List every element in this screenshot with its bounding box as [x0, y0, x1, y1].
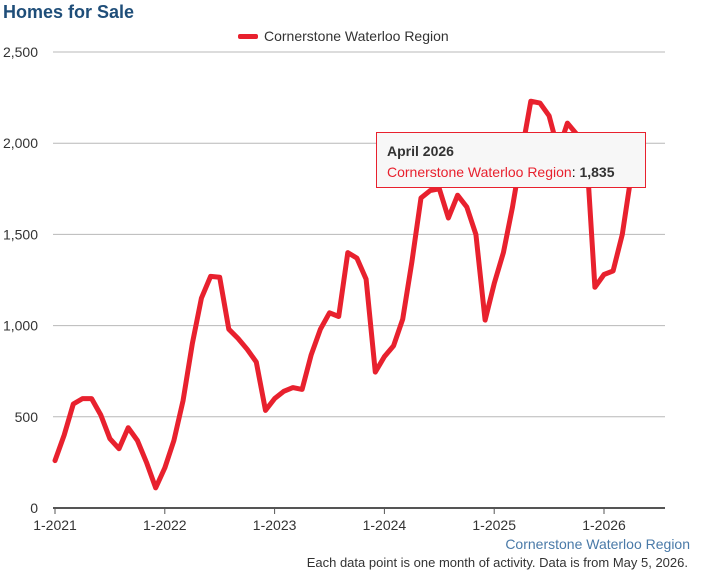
- x-tick-label: 1-2025: [472, 517, 516, 533]
- chart-title: Homes for Sale: [3, 2, 135, 22]
- data-tooltip: April 2026 Cornerstone Waterloo Region: …: [376, 132, 646, 188]
- series-line: [52, 98, 634, 491]
- y-tick-label: 0: [30, 500, 38, 516]
- x-tick-label: 1-2024: [363, 517, 407, 533]
- x-tick-label: 1-2022: [143, 517, 187, 533]
- legend-label: Cornerstone Waterloo Region: [264, 28, 449, 44]
- x-tick-label: 1-2021: [33, 517, 77, 533]
- x-tick-label: 1-2023: [253, 517, 297, 533]
- y-tick-label: 500: [15, 409, 39, 425]
- tooltip-value: 1,835: [579, 164, 615, 180]
- y-tick-label: 1,500: [3, 226, 38, 242]
- x-tick-label: 1-2026: [582, 517, 626, 533]
- chart-credit-link[interactable]: Cornerstone Waterloo Region: [505, 536, 690, 552]
- tooltip-series-name: Cornerstone Waterloo Region: [387, 164, 572, 180]
- legend-swatch: [238, 33, 258, 39]
- tooltip-line: Cornerstone Waterloo Region: 1,835: [387, 164, 635, 180]
- y-tick-label: 1,000: [3, 318, 38, 334]
- tooltip-separator: :: [571, 164, 580, 180]
- chart-footnote: Each data point is one month of activity…: [306, 555, 688, 570]
- legend-item-series[interactable]: Cornerstone Waterloo Region: [238, 28, 449, 44]
- y-tick-label: 2,000: [3, 135, 38, 151]
- y-tick-label: 2,500: [3, 44, 38, 60]
- tooltip-title: April 2026: [387, 143, 454, 159]
